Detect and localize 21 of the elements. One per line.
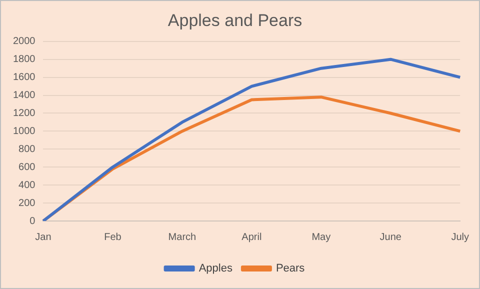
y-tick-label: 600 bbox=[18, 162, 36, 173]
x-tick-label: Jan bbox=[35, 232, 52, 243]
x-tick-label: March bbox=[168, 232, 196, 243]
y-tick-label: 1800 bbox=[12, 54, 36, 66]
x-tick-label: July bbox=[451, 232, 470, 243]
y-tick-label: 1000 bbox=[12, 126, 36, 137]
y-tick-label: 200 bbox=[18, 198, 36, 209]
legend-label: Pears bbox=[276, 262, 306, 275]
y-tick-label: 800 bbox=[18, 144, 36, 155]
x-tick-label: Feb bbox=[104, 232, 122, 243]
y-tick-label: 0 bbox=[30, 216, 36, 227]
x-tick-label: May bbox=[312, 232, 331, 243]
x-tick-label: April bbox=[242, 232, 262, 243]
legend-label: Apples bbox=[198, 262, 233, 275]
chart-title: Apples and Pears bbox=[168, 10, 302, 30]
y-tick-label: 1400 bbox=[12, 90, 36, 102]
x-tick-label: June bbox=[380, 232, 402, 243]
y-tick-label: 1600 bbox=[12, 72, 36, 84]
y-tick-label: 400 bbox=[18, 180, 36, 191]
y-tick-label: 2000 bbox=[12, 36, 36, 48]
y-tick-label: 1200 bbox=[12, 108, 36, 119]
